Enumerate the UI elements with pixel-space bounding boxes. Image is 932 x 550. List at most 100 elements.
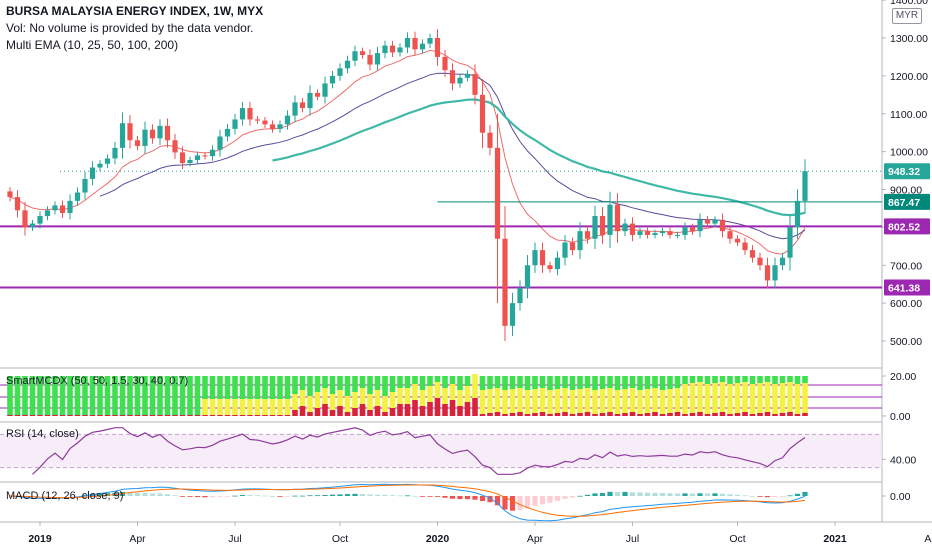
mcdx-retail-bar (224, 376, 231, 399)
mcdx-hotmoney-bar (494, 388, 501, 412)
candle (314, 92, 321, 97)
mcdx-retail-bar (457, 376, 463, 390)
macd-histogram-bar (367, 494, 373, 496)
candle (14, 197, 21, 211)
candle (689, 227, 696, 232)
mcdx-retail-bar (389, 376, 396, 392)
mcdx-hotmoney-bar (629, 388, 636, 412)
mcdx-retail-bar (187, 376, 193, 415)
mcdx-retail-bar (337, 376, 343, 390)
candle (299, 102, 306, 109)
mcdx-banker-bar (82, 415, 88, 416)
mcdx-hotmoney-bar (704, 384, 711, 414)
mcdx-banker-bar (74, 415, 81, 416)
mcdx-banker-bar (337, 406, 343, 416)
macd-histogram-bar (97, 493, 103, 496)
macd-histogram-bar (562, 496, 568, 499)
macd-histogram-bar (757, 496, 763, 497)
mcdx-hotmoney-bar (449, 384, 456, 400)
mcdx-retail-bar (532, 376, 538, 389)
candle (277, 124, 283, 129)
mcdx-banker-bar (29, 415, 36, 416)
mcdx-retail-bar (397, 376, 403, 388)
candle (164, 125, 171, 141)
mcdx-retail-bar (712, 376, 718, 383)
mcdx-banker-bar (404, 404, 411, 416)
mcdx-retail-bar (599, 376, 606, 389)
mcdx-hotmoney-bar (592, 390, 598, 414)
candle (479, 94, 486, 133)
candle (487, 132, 493, 148)
ema-indicator-label[interactable]: Multi EMA (10, 25, 50, 100, 200) (6, 38, 179, 52)
mcdx-retail-bar (119, 376, 126, 415)
time-tick-label: 2019 (28, 533, 52, 545)
smartmcdx-label[interactable]: SmartMCDX (50, 50, 1.5, 30, 40, 0.7) (6, 375, 189, 387)
candle (89, 167, 96, 179)
candle (802, 171, 808, 201)
candle (442, 56, 448, 71)
macd-histogram-bar (644, 492, 651, 496)
candle (667, 231, 673, 235)
mcdx-retail-bar (292, 376, 298, 394)
mcdx-banker-bar (464, 402, 471, 416)
mcdx-hotmoney-bar (599, 389, 606, 413)
mcdx-banker-bar (314, 408, 321, 416)
mcdx-banker-bar (37, 415, 43, 416)
macd-histogram-bar (292, 495, 298, 497)
mcdx-retail-bar (344, 376, 351, 396)
mcdx-banker-bar (202, 415, 208, 416)
candle (209, 149, 216, 157)
candle (682, 227, 688, 235)
mcdx-banker-bar (59, 415, 66, 416)
macd-histogram-bar (404, 495, 411, 497)
mcdx-hotmoney-bar (569, 390, 576, 414)
mcdx-banker-bar (322, 404, 328, 416)
mcdx-retail-bar (82, 376, 88, 415)
candle (194, 155, 201, 160)
mcdx-retail-bar (127, 376, 133, 415)
candle (59, 205, 66, 213)
mcdx-hotmoney-bar (742, 382, 748, 412)
macd-histogram-bar (224, 496, 231, 497)
currency-badge[interactable]: MYR (892, 8, 922, 24)
mcdx-retail-bar (787, 376, 793, 382)
mcdx-banker-bar (97, 415, 103, 416)
mcdx-hotmoney-bar (802, 383, 808, 413)
mcdx-banker-bar (247, 415, 253, 416)
time-tick-label: Oct (332, 533, 348, 545)
mcdx-banker-bar (119, 415, 126, 416)
mcdx-banker-bar (22, 415, 28, 416)
macd-histogram-bar (577, 495, 583, 497)
mcdx-hotmoney-bar (202, 399, 208, 415)
macd-label[interactable]: MACD (12, 26, close, 9) (6, 490, 124, 502)
price-tag-948-32 (884, 163, 930, 180)
mcdx-hotmoney-bar (344, 396, 351, 412)
mcdx-hotmoney-bar (419, 390, 426, 406)
mcdx-hotmoney-bar (382, 396, 388, 412)
mcdx-retail-bar (194, 376, 201, 415)
mcdx-banker-bar (442, 404, 448, 416)
macd-histogram-bar (457, 496, 463, 500)
mcdx-hotmoney-bar (532, 389, 538, 413)
macd-histogram-bar (697, 493, 703, 496)
mcdx-banker-bar (427, 402, 433, 416)
mcdx-retail-bar (704, 376, 711, 384)
mcdx-banker-bar (142, 415, 148, 416)
macd-histogram-bar (479, 496, 486, 502)
mcdx-banker-bar (502, 414, 508, 416)
mcdx-hotmoney-bar (502, 390, 508, 414)
mcdx-retail-bar (314, 376, 321, 392)
price-tag-641-38 (884, 279, 930, 296)
mcdx-hotmoney-bar (487, 389, 493, 413)
candle (734, 238, 741, 243)
mcdx-retail-bar (592, 376, 598, 390)
rsi-label[interactable]: RSI (14, close) (6, 428, 79, 440)
mcdx-banker-bar (397, 404, 403, 416)
candle (494, 147, 501, 239)
macd-histogram-bar (772, 496, 778, 498)
mcdx-retail-bar (524, 376, 531, 390)
candle (119, 123, 126, 148)
macd-histogram-bar (727, 494, 733, 496)
candle (502, 238, 508, 326)
